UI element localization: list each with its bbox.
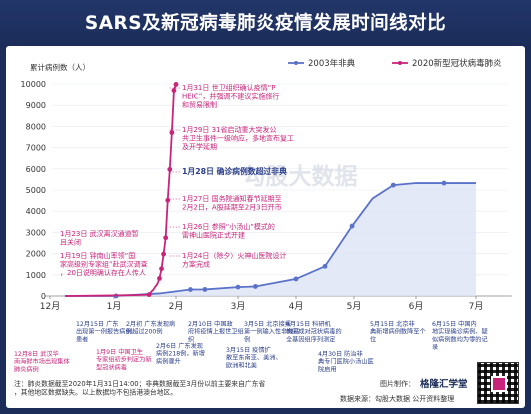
y-tick-label-0: 0 xyxy=(41,292,46,301)
series-2020-point-8 xyxy=(157,276,162,281)
annotation-2003-3: 2月初 广东发现病例超过200例 xyxy=(126,320,175,336)
qr-logo-icon xyxy=(491,376,507,392)
y-tick-label-3: 3000 xyxy=(26,228,46,237)
y-tick-label-7: 7000 xyxy=(26,144,46,153)
y-tick-label-8: 8000 xyxy=(26,122,46,131)
annotation-2003-9: 4月30日 防治非典专门医院小汤山医院启用 xyxy=(318,350,374,373)
series-2003-point-5 xyxy=(235,284,241,290)
legend-marker-0 xyxy=(294,61,298,65)
annotation-2020-7: 1月19日 钟南山率领“国家高级别专家组”赴武汉调查，20日说明确认存在人传人 xyxy=(60,251,148,277)
annotation-2003-11: 6月15日 中国内地实现确诊病例、疑似病例数均为零的记录 xyxy=(432,320,488,351)
annotation-2003-2: 1月9日 中国卫生专家组初步判定为新型冠状病毒 xyxy=(96,348,152,371)
annotation-2003-7: 3月15日 疫情扩散至东南亚、美洲、欧洲和北美 xyxy=(226,346,282,369)
y-tick-label-5: 5000 xyxy=(26,186,46,195)
series-2003-point-13 xyxy=(441,180,447,186)
annotation-2003-10: 5月15日 北京非典新增病例数降至个位 xyxy=(370,320,426,343)
annotation-2003-4: 2月6日 广东发现病例218例，新增病例骤升 xyxy=(156,342,205,365)
series-2020-point-16 xyxy=(173,82,179,87)
x-tick-label-7: 7月 xyxy=(469,301,484,312)
annotation-2003-0: 12月8日 武汉华南海鲜市场出现集体肺炎病例 xyxy=(14,350,70,373)
series-2020-point-9 xyxy=(159,266,164,272)
x-tick-label-5: 5月 xyxy=(347,301,362,312)
legend-label-0: 2003年非典 xyxy=(308,58,356,69)
annotation-2003-1: 12月15日 广东出现第一例报告病例患者 xyxy=(76,320,132,343)
legend-marker-1 xyxy=(398,61,402,65)
x-tick-label-4: 4月 xyxy=(289,301,304,312)
annotation-2020-2: 1月28日 确诊病例数超过非典 xyxy=(182,166,287,176)
series-2020-point-14 xyxy=(169,130,175,135)
series-2003-point-7 xyxy=(293,276,299,282)
series-2003-point-9 xyxy=(349,223,355,229)
series-2003-point-6 xyxy=(253,284,258,289)
y-tick-label-2: 2000 xyxy=(26,250,46,259)
image-credit-label: 图片制作： xyxy=(380,379,415,388)
annotation-2003-5: 2月10日 中国政府将疫情上报世卫组织 xyxy=(188,320,244,343)
legend-label-1: 2020新型冠状病毒肺炎 xyxy=(412,58,502,69)
annotation-2020-1: 1月29日 31省启动重大突发公共卫生事件一级响应，多地宣布复工及开学延期 xyxy=(182,125,294,151)
series-2020-point-13 xyxy=(167,166,173,172)
annotation-2020-3: 1月27日 国务院通知春节延期至 2月2日，A股延期至2月3日开市 xyxy=(182,194,282,212)
y-tick-label-6: 6000 xyxy=(26,165,46,174)
y-tick-label-4: 4000 xyxy=(26,207,46,216)
x-tick-label-6: 6月 xyxy=(409,301,424,312)
title-bar: SARS及新冠病毒肺炎疫情发展时间线对比 xyxy=(0,0,531,46)
brand-name: 格隆汇学堂 xyxy=(420,378,468,390)
annotation-2020-4: 1月26日 参照“小汤山”模式的雷神山医院正式开建 xyxy=(182,222,275,240)
series-2020-point-10 xyxy=(161,251,167,257)
series-2020-point-12 xyxy=(165,197,171,203)
footnote-text: 注：肺炎数据截至2020年1月31日14:00；非典数据截至3月份以前主要来自广… xyxy=(14,379,265,396)
annotation-2003-8: 4月15日 科研机构完成对冠状病毒的全基因组序列测定 xyxy=(286,320,342,343)
series-2003-area xyxy=(64,183,476,296)
series-2020-point-15 xyxy=(171,88,177,93)
series-2020-point-11 xyxy=(163,235,169,241)
annotation-2020-6: 1月23日 武汉离汉通道暂且关闭 xyxy=(60,229,139,247)
source-text: 数据来源：勾股大数据 公开资料整理 xyxy=(340,394,454,403)
series-2020-point-3 xyxy=(146,292,152,298)
x-tick-label-1: 1月 xyxy=(107,301,122,312)
watermark-text: 勾股大数据 xyxy=(243,163,358,190)
y-axis-label: 累计病例数（人） xyxy=(30,62,90,72)
page-title: SARS及新冠病毒肺炎疫情发展时间线对比 xyxy=(84,13,447,34)
y-tick-label-10: 10000 xyxy=(21,80,46,89)
y-tick-label-9: 9000 xyxy=(26,101,46,110)
y-tick-label-1: 1000 xyxy=(26,271,46,280)
series-2003-point-8 xyxy=(322,263,328,269)
x-tick-label-3: 3月 xyxy=(231,301,246,312)
annotation-2003-6: 3月5日 北京接报第一例输入性非典病例 xyxy=(244,320,300,343)
x-tick-label-2: 2月 xyxy=(169,301,184,312)
series-2003-point-3 xyxy=(188,287,193,292)
annotation-2020-5: 1月24日（除夕）火神山医院设计方案完成 xyxy=(182,251,286,269)
annotation-2020-0: 1月31日 世卫组织确认疫情“P HEIC”，并强调不建议实施旅行和贸易限制 xyxy=(182,83,279,109)
series-2003-point-11 xyxy=(390,182,396,188)
x-tick-label-0: 12月 xyxy=(40,301,60,312)
series-2003-point-4 xyxy=(202,287,208,292)
